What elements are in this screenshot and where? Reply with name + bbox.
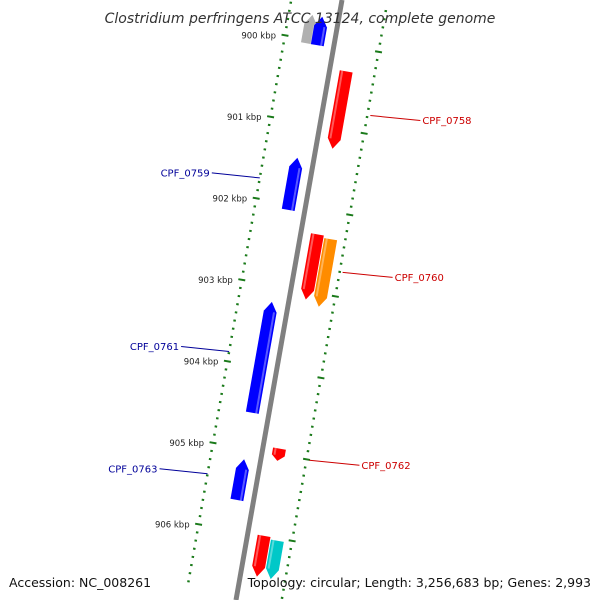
gene-highlight (253, 535, 262, 567)
gene-arrow (310, 16, 327, 47)
gene-highlight (291, 167, 301, 211)
gene-arrow (230, 459, 249, 502)
major-tick (223, 359, 232, 363)
gene-label-line (370, 115, 421, 122)
gene-label: CPF_0762 (361, 461, 410, 472)
gene-label-line (159, 468, 208, 475)
major-tick (331, 294, 339, 298)
major-tick (346, 213, 354, 217)
gene-highlight (302, 233, 315, 290)
gene-label-line (309, 459, 360, 466)
gene-arrow (245, 301, 277, 414)
genome-backbone (233, 0, 345, 600)
major-tick (302, 457, 311, 461)
major-tick (252, 196, 260, 200)
gene-label: CPF_0758 (422, 116, 471, 127)
major-tick (209, 441, 217, 445)
gene-label-line (342, 271, 393, 278)
gene-highlight (267, 539, 275, 569)
scale-label: 901 kbp (227, 113, 262, 123)
topology-text: Topology: circular; Length: 3,256,683 bp… (247, 575, 591, 590)
gene-highlight (239, 469, 248, 501)
gene-label: CPF_0763 (108, 464, 157, 475)
major-tick (360, 131, 368, 135)
gene-highlight (273, 447, 277, 455)
scale-label: 902 kbp (213, 194, 248, 204)
scale-label: 903 kbp (198, 276, 233, 286)
gene-label: CPF_0759 (161, 168, 210, 179)
major-tick (288, 539, 296, 543)
scale-label: 900 kbp (241, 31, 276, 41)
major-tick (281, 33, 289, 37)
major-tick (194, 522, 203, 526)
gene-arrow (301, 233, 324, 300)
gene-features (230, 14, 353, 580)
gene-label: CPF_0761 (130, 342, 179, 353)
gene-labels: CPF_0758 CPF_0759 CPF_0760 CPF_0761 CPF_0762… (108, 115, 472, 475)
scale-label: 906 kbp (155, 520, 190, 530)
major-tick (266, 115, 275, 119)
map-title: Clostridium perfringens ATCC 13124, comp… (105, 11, 496, 27)
gene-arrow (266, 539, 284, 580)
gene-arrow (281, 157, 303, 211)
gene-highlight (320, 26, 326, 47)
scale-labels: 900 kbp 901 kbp 902 kbp 903 kbp 904 kbp 905 k… (155, 31, 276, 530)
major-tick (374, 50, 383, 54)
scale-label: 905 kbp (169, 439, 204, 449)
accession-text: Accession: NC_008261 (9, 575, 151, 590)
scale-label: 904 kbp (184, 357, 219, 367)
major-tick (317, 376, 325, 380)
gene-arrow (314, 238, 338, 307)
gene-arrow (252, 534, 271, 577)
gene-arrow (271, 447, 286, 461)
gene-label-line (211, 172, 260, 179)
gene-highlight (329, 70, 344, 139)
tick-marks (187, 1, 388, 600)
gene-arrow (327, 70, 353, 149)
gene-highlight (315, 238, 328, 297)
gene-highlight (255, 312, 276, 414)
gene-label-line (181, 346, 230, 353)
gene-label: CPF_0760 (395, 273, 444, 284)
major-tick (238, 278, 246, 282)
